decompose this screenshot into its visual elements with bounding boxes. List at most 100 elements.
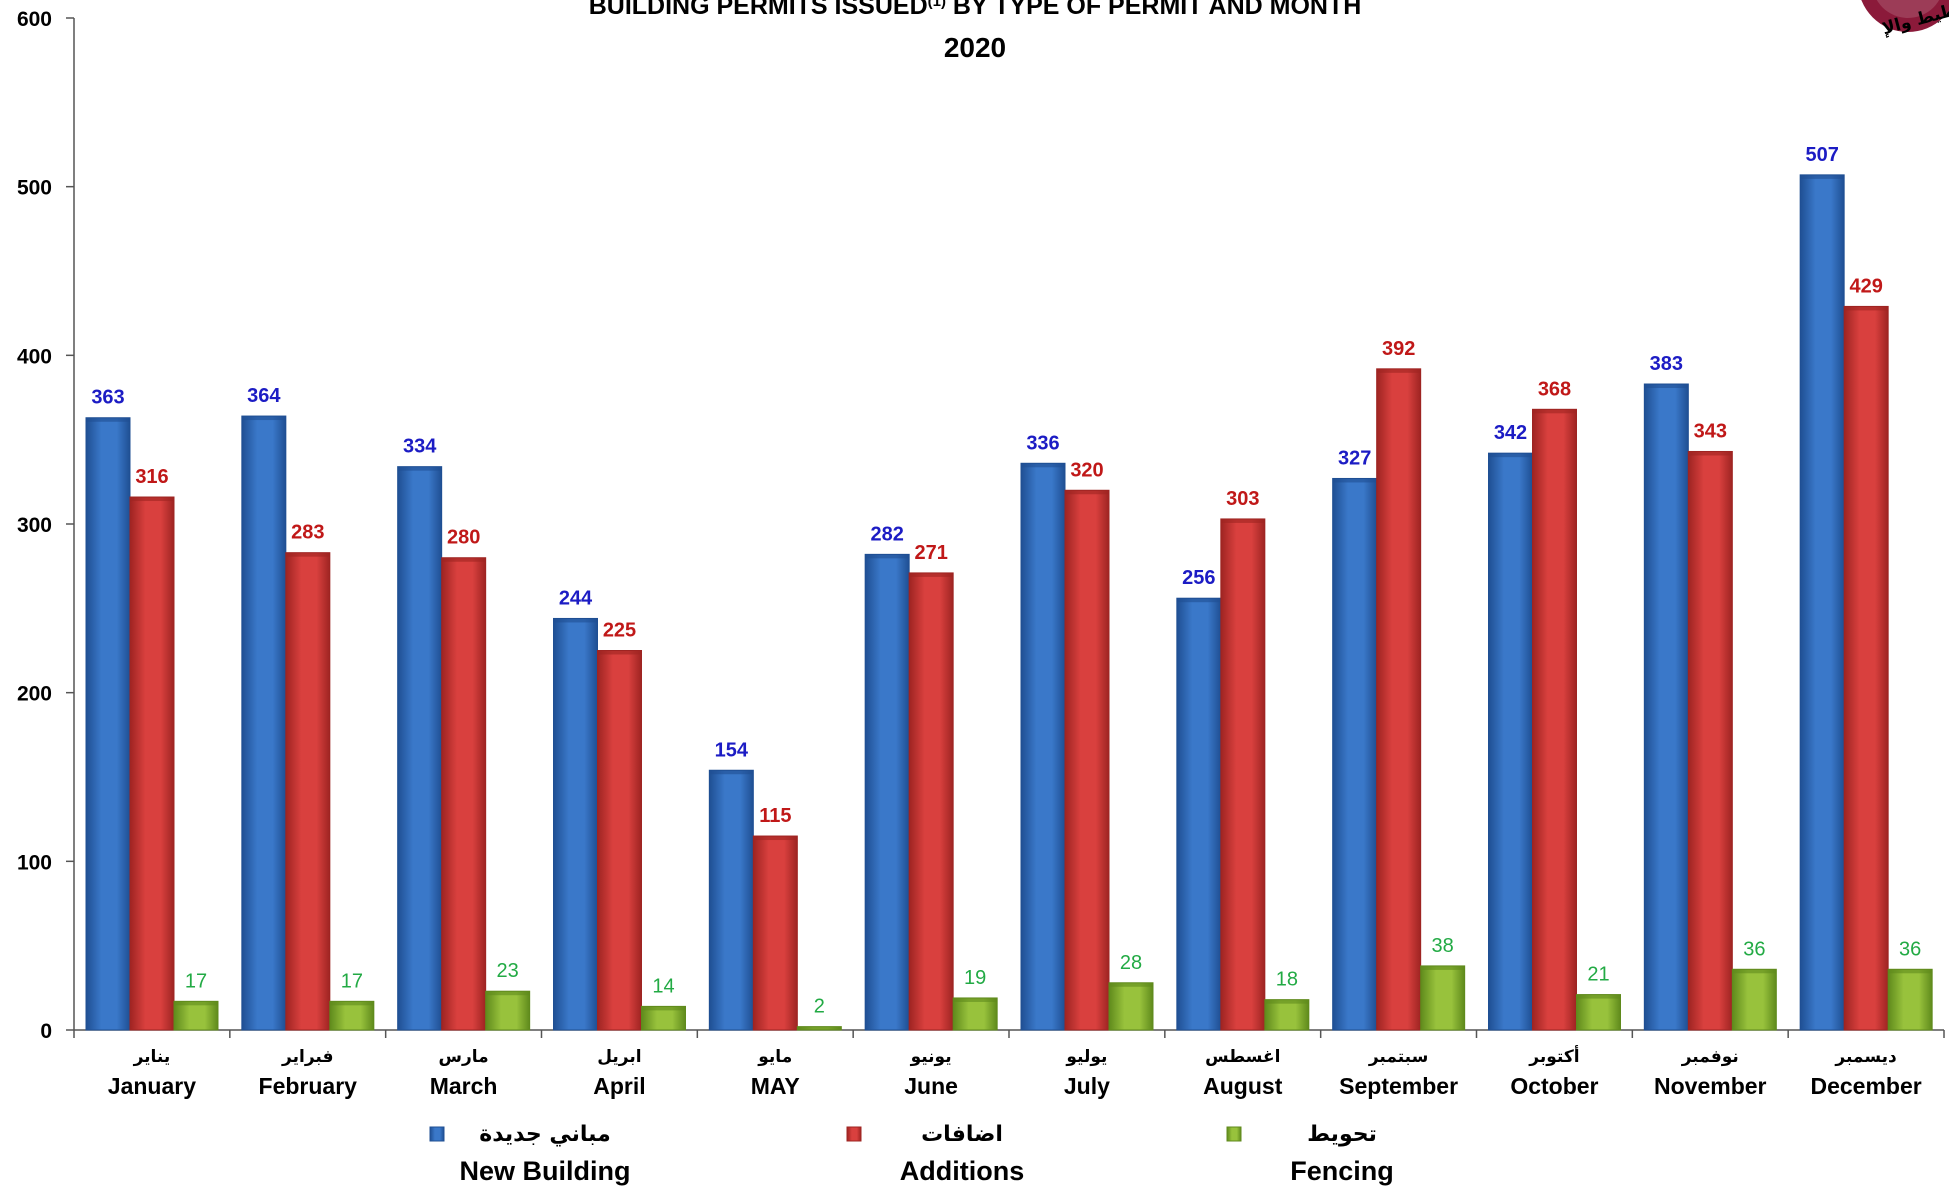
bar-top-edge xyxy=(909,572,954,577)
category-label-ar: فبراير xyxy=(281,1047,333,1067)
legend-label-en: Fencing xyxy=(1290,1156,1394,1186)
bar-top-edge xyxy=(1688,451,1733,456)
data-label-additions: 368 xyxy=(1538,378,1571,400)
category-label-ar: يناير xyxy=(133,1047,171,1067)
bar-top-edge xyxy=(797,1026,842,1030)
data-label-fencing: 17 xyxy=(341,970,363,992)
data-label-new-building: 336 xyxy=(1026,432,1059,454)
y-tick-label: 300 xyxy=(17,514,52,537)
bar-additions xyxy=(908,572,954,1031)
bar-top-edge xyxy=(485,991,530,996)
bar-top-edge xyxy=(1532,409,1577,414)
bar-fencing xyxy=(173,1000,219,1031)
bar-top-edge xyxy=(1065,490,1109,495)
category-label-ar: يوليو xyxy=(1065,1047,1107,1067)
bar-top-edge xyxy=(86,417,130,422)
data-label-fencing: 36 xyxy=(1899,938,1921,960)
category-label-ar: أكتوبر xyxy=(1528,1045,1579,1067)
category-label-ar: يونيو xyxy=(910,1047,952,1067)
y-tick-label: 0 xyxy=(40,1020,52,1043)
y-tick-label: 600 xyxy=(17,8,52,31)
chart-title-superscript: (1) xyxy=(928,0,946,10)
bar-new-building xyxy=(1488,452,1533,1031)
bar-new-building xyxy=(1332,477,1378,1031)
bar-top-edge xyxy=(1732,969,1777,974)
y-tick-label: 200 xyxy=(17,683,52,706)
category-label-ar: نوفمبر xyxy=(1681,1047,1739,1067)
data-label-fencing: 21 xyxy=(1587,964,1609,986)
bar-top-edge xyxy=(1021,463,1065,468)
bar-additions xyxy=(441,557,487,1031)
bar-top-edge xyxy=(1844,306,1889,311)
data-label-additions: 283 xyxy=(291,522,324,544)
bar-top-edge xyxy=(753,836,798,841)
bar-new-building xyxy=(397,466,443,1031)
logo-inner xyxy=(1876,0,1940,18)
bar-new-building xyxy=(1020,462,1066,1031)
bar-additions xyxy=(129,496,175,1031)
bar-top-edge xyxy=(329,1001,374,1006)
category-label-ar: مايو xyxy=(757,1047,792,1067)
category-label-en: March xyxy=(430,1073,498,1099)
bar-new-building xyxy=(241,415,287,1031)
data-label-additions: 392 xyxy=(1382,338,1415,360)
bar-new-building xyxy=(1643,383,1689,1031)
chart-title-main: BUILDING PERMITS ISSUED xyxy=(589,0,928,20)
category-label-en: February xyxy=(259,1073,358,1099)
bar-top-edge xyxy=(174,1001,218,1006)
data-label-additions: 343 xyxy=(1694,420,1727,442)
bar-top-edge xyxy=(441,557,486,562)
legend-label-ar: مباني جديدة xyxy=(479,1122,611,1147)
bar-top-edge xyxy=(597,650,642,655)
category-label-en: January xyxy=(108,1073,196,1099)
data-label-fencing: 36 xyxy=(1743,938,1765,960)
bar-additions xyxy=(1532,408,1577,1031)
data-label-new-building: 327 xyxy=(1338,447,1371,469)
data-label-fencing: 18 xyxy=(1276,969,1298,991)
data-label-new-building: 364 xyxy=(247,385,281,407)
y-tick-label: 400 xyxy=(17,345,52,368)
bar-top-edge xyxy=(1576,994,1621,999)
bar-top-edge xyxy=(1220,518,1265,523)
bar-top-edge xyxy=(397,466,442,471)
bar-top-edge xyxy=(641,1006,686,1011)
bar-additions xyxy=(285,552,331,1031)
data-label-additions: 429 xyxy=(1849,275,1882,297)
category-label-ar: اغسطس xyxy=(1205,1047,1280,1067)
data-label-additions: 225 xyxy=(603,620,636,642)
bar-new-building xyxy=(85,417,131,1031)
data-label-additions: 303 xyxy=(1226,488,1259,510)
data-label-additions: 271 xyxy=(914,542,947,564)
bar-fencing xyxy=(1108,982,1154,1031)
bar-top-edge xyxy=(130,497,174,502)
category-label-en: July xyxy=(1064,1073,1110,1099)
bar-fencing xyxy=(1420,965,1466,1031)
bar-additions xyxy=(1064,489,1110,1031)
y-tick-label: 100 xyxy=(17,851,52,874)
data-label-fencing: 23 xyxy=(497,960,519,982)
bar-additions xyxy=(597,650,642,1031)
data-label-new-building: 507 xyxy=(1805,144,1838,166)
bar-top-edge xyxy=(865,554,910,559)
bar-top-edge xyxy=(1264,999,1309,1004)
data-label-fencing: 28 xyxy=(1120,952,1142,974)
bar-top-edge xyxy=(1376,368,1421,373)
bar-fencing xyxy=(329,1000,375,1031)
bar-new-building xyxy=(864,553,910,1031)
bar-top-edge xyxy=(285,552,330,557)
bar-fencing xyxy=(1576,994,1621,1031)
category-label-ar: ابريل xyxy=(597,1047,641,1067)
data-label-new-building: 383 xyxy=(1650,353,1683,375)
bar-fencing xyxy=(1887,968,1933,1031)
data-label-new-building: 342 xyxy=(1494,422,1527,444)
legend-swatch-new-building xyxy=(429,1126,445,1142)
bar-top-edge xyxy=(1644,384,1689,389)
data-label-fencing: 14 xyxy=(652,975,674,997)
bars-group xyxy=(85,174,1933,1031)
legend-label-en: Additions xyxy=(900,1156,1024,1186)
bar-new-building xyxy=(708,769,754,1031)
legend-label-ar: تحويط xyxy=(1307,1122,1377,1147)
data-label-fencing: 19 xyxy=(964,967,986,989)
